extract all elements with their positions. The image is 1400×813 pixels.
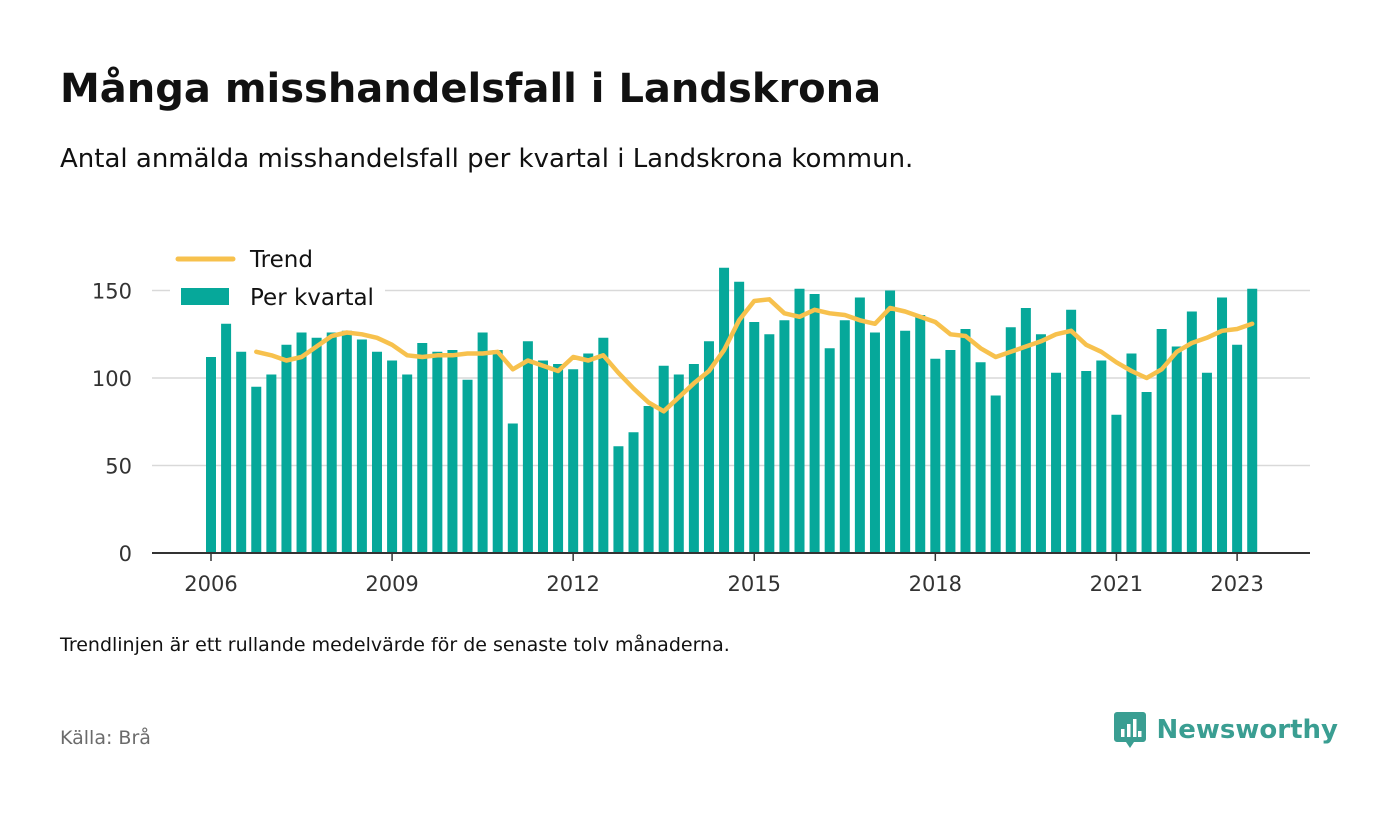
source-label: Källa: Brå <box>60 727 151 749</box>
brand-name: Newsworthy <box>1156 715 1338 745</box>
bar <box>236 351 247 553</box>
bar <box>885 290 896 553</box>
bar <box>734 281 745 553</box>
bar <box>930 358 941 553</box>
bar <box>206 357 216 553</box>
bar <box>794 288 805 553</box>
bar <box>507 423 518 553</box>
x-tick-label: 2015 <box>728 572 781 596</box>
legend-bg <box>170 243 385 321</box>
bar <box>703 341 714 553</box>
bars <box>206 267 1258 553</box>
bar <box>326 332 337 553</box>
bar <box>266 374 277 553</box>
bar <box>447 350 458 553</box>
chart-title: Många misshandelsfall i Landskrona <box>60 66 882 112</box>
bar <box>1035 334 1046 553</box>
bar <box>1217 297 1228 553</box>
bar <box>568 369 579 553</box>
bar <box>281 344 292 553</box>
bar <box>522 341 533 553</box>
bar <box>749 322 760 553</box>
bar <box>341 330 352 553</box>
bar <box>371 351 382 553</box>
bar <box>719 267 730 553</box>
bar <box>673 374 684 553</box>
newsworthy-logo-icon <box>1113 712 1146 748</box>
bar <box>960 329 971 553</box>
y-axis-ticks: 0 50 100 150 <box>92 280 132 567</box>
bar <box>477 332 488 553</box>
x-tick-label: 2012 <box>546 572 599 596</box>
bar <box>1232 344 1243 553</box>
bar <box>1096 360 1107 553</box>
bar <box>296 332 307 553</box>
bar <box>251 386 262 553</box>
bar <box>809 294 820 553</box>
bar <box>1005 327 1016 553</box>
bar <box>613 446 624 553</box>
bar <box>462 379 473 553</box>
bar <box>990 395 1001 553</box>
bar <box>869 332 880 553</box>
y-tick-label: 50 <box>105 455 132 479</box>
chart: 0 50 100 150 2006 2009 2012 2015 2018 2021 2023 T… <box>92 243 1310 596</box>
bar <box>221 323 232 553</box>
bar <box>402 374 413 553</box>
legend: Trend Per kvartal <box>170 243 385 321</box>
bar <box>387 360 398 553</box>
bar <box>1247 288 1258 553</box>
bar <box>1201 372 1212 553</box>
bar <box>537 360 548 553</box>
x-tick-label: 2023 <box>1210 572 1263 596</box>
bar <box>1081 371 1092 553</box>
bar <box>764 334 775 553</box>
bar <box>311 337 322 553</box>
bar <box>658 365 669 553</box>
bar <box>1051 372 1062 553</box>
trend-line <box>254 297 1255 414</box>
bar <box>1186 311 1197 553</box>
bar <box>945 350 956 553</box>
x-tick-label: 2006 <box>184 572 237 596</box>
bar <box>915 315 926 553</box>
x-axis-ticks: 2006 2009 2012 2015 2018 2021 2023 <box>184 553 1264 596</box>
chart-subtitle: Antal anmälda misshandelsfall per kvarta… <box>60 144 914 174</box>
bar <box>1020 308 1031 553</box>
legend-bar-swatch <box>181 288 229 305</box>
bar <box>688 364 699 553</box>
x-tick-label: 2021 <box>1090 572 1143 596</box>
bar <box>583 353 594 553</box>
legend-bar-label: Per kvartal <box>250 285 374 311</box>
x-tick-label: 2009 <box>365 572 418 596</box>
bar <box>1171 346 1182 553</box>
bar <box>643 406 654 553</box>
bar <box>1141 392 1152 553</box>
bar <box>854 297 865 553</box>
bar <box>975 362 986 553</box>
bar <box>900 330 911 553</box>
y-tick-label: 0 <box>119 542 132 566</box>
brand: Newsworthy <box>1113 710 1338 750</box>
x-tick-label: 2018 <box>909 572 962 596</box>
bar <box>432 351 443 553</box>
bar <box>1111 414 1122 553</box>
y-tick-label: 100 <box>92 367 132 391</box>
legend-trend-label: Trend <box>249 247 313 273</box>
bar <box>1156 329 1167 553</box>
bar <box>779 320 790 553</box>
y-tick-label: 150 <box>92 280 132 304</box>
bar <box>628 432 639 553</box>
bar <box>598 337 609 553</box>
bar <box>417 343 428 553</box>
bar <box>356 339 367 553</box>
bar <box>1126 353 1137 553</box>
footnote: Trendlinjen är ett rullande medelvärde f… <box>60 634 730 656</box>
bar <box>553 364 564 553</box>
bar <box>1066 309 1077 553</box>
bar <box>839 320 850 553</box>
bar <box>492 350 503 553</box>
bar <box>824 348 835 553</box>
